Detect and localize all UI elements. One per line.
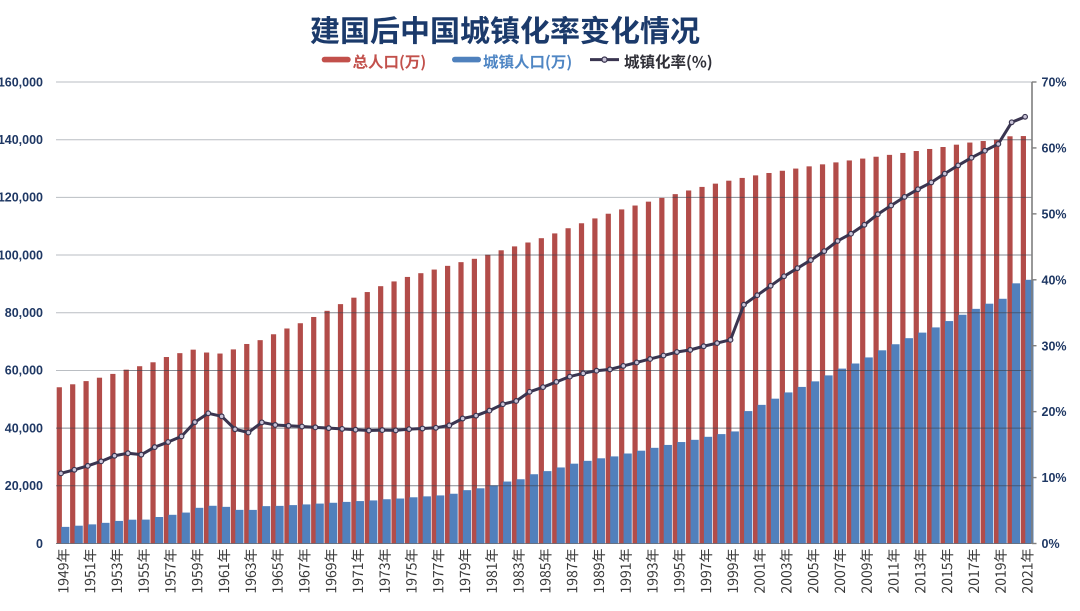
svg-text:30%: 30% bbox=[1042, 339, 1067, 353]
svg-text:60%: 60% bbox=[1042, 142, 1067, 156]
svg-text:40,000: 40,000 bbox=[5, 421, 43, 435]
svg-text:20%: 20% bbox=[1042, 405, 1067, 419]
svg-text:10%: 10% bbox=[1042, 471, 1067, 485]
svg-text:140,000: 140,000 bbox=[0, 133, 43, 147]
svg-text:40%: 40% bbox=[1042, 273, 1067, 287]
svg-text:50%: 50% bbox=[1042, 207, 1067, 221]
svg-text:0: 0 bbox=[36, 537, 43, 551]
svg-text:120,000: 120,000 bbox=[0, 191, 43, 205]
svg-text:80,000: 80,000 bbox=[5, 306, 43, 320]
svg-text:60,000: 60,000 bbox=[5, 364, 43, 378]
svg-text:100,000: 100,000 bbox=[0, 248, 43, 262]
svg-text:0%: 0% bbox=[1042, 537, 1060, 551]
svg-text:20,000: 20,000 bbox=[5, 479, 43, 493]
svg-text:70%: 70% bbox=[1042, 76, 1067, 90]
svg-text:160,000: 160,000 bbox=[0, 75, 43, 89]
